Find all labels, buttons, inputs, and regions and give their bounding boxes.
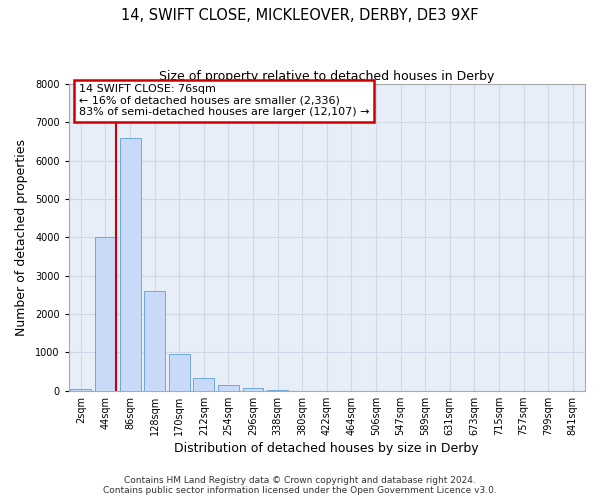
Y-axis label: Number of detached properties: Number of detached properties xyxy=(15,139,28,336)
X-axis label: Distribution of detached houses by size in Derby: Distribution of detached houses by size … xyxy=(175,442,479,455)
Bar xyxy=(242,388,263,390)
Bar xyxy=(193,378,214,390)
Bar xyxy=(119,138,140,390)
Title: Size of property relative to detached houses in Derby: Size of property relative to detached ho… xyxy=(159,70,494,83)
Text: 14 SWIFT CLOSE: 76sqm
← 16% of detached houses are smaller (2,336)
83% of semi-d: 14 SWIFT CLOSE: 76sqm ← 16% of detached … xyxy=(79,84,370,117)
Text: Contains HM Land Registry data © Crown copyright and database right 2024.
Contai: Contains HM Land Registry data © Crown c… xyxy=(103,476,497,495)
Bar xyxy=(70,388,91,390)
Bar xyxy=(144,291,165,390)
Bar xyxy=(169,354,190,391)
Bar xyxy=(218,386,239,390)
Bar xyxy=(95,238,116,390)
Text: 14, SWIFT CLOSE, MICKLEOVER, DERBY, DE3 9XF: 14, SWIFT CLOSE, MICKLEOVER, DERBY, DE3 … xyxy=(121,8,479,22)
